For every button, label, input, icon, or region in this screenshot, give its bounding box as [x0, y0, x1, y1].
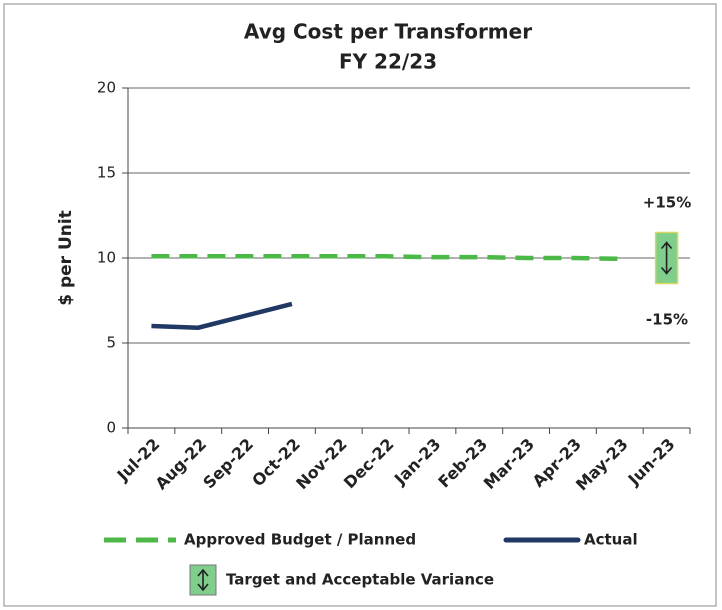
chart-subtitle: FY 22/23 [339, 50, 437, 74]
variance-arrow [660, 241, 673, 275]
y-tick-label: 10 [97, 249, 116, 267]
legend-label: Approved Budget / Planned [184, 531, 416, 549]
legend-arrow [197, 568, 209, 592]
legend-label: Target and Acceptable Variance [226, 571, 494, 589]
legend-label: Actual [584, 531, 638, 549]
y-tick-label: 15 [97, 164, 116, 182]
y-axis-label: $ per Unit [56, 210, 76, 306]
annotation: +15% [643, 194, 691, 212]
series-line [151, 301, 293, 330]
y-tick-label: 0 [106, 419, 116, 437]
y-tick-label: 20 [97, 79, 116, 97]
series-line [151, 254, 620, 262]
y-tick-label: 5 [106, 334, 116, 352]
chart-frame [3, 3, 717, 607]
chart-title: Avg Cost per Transformer [244, 20, 532, 44]
annotation: -15% [646, 311, 688, 329]
